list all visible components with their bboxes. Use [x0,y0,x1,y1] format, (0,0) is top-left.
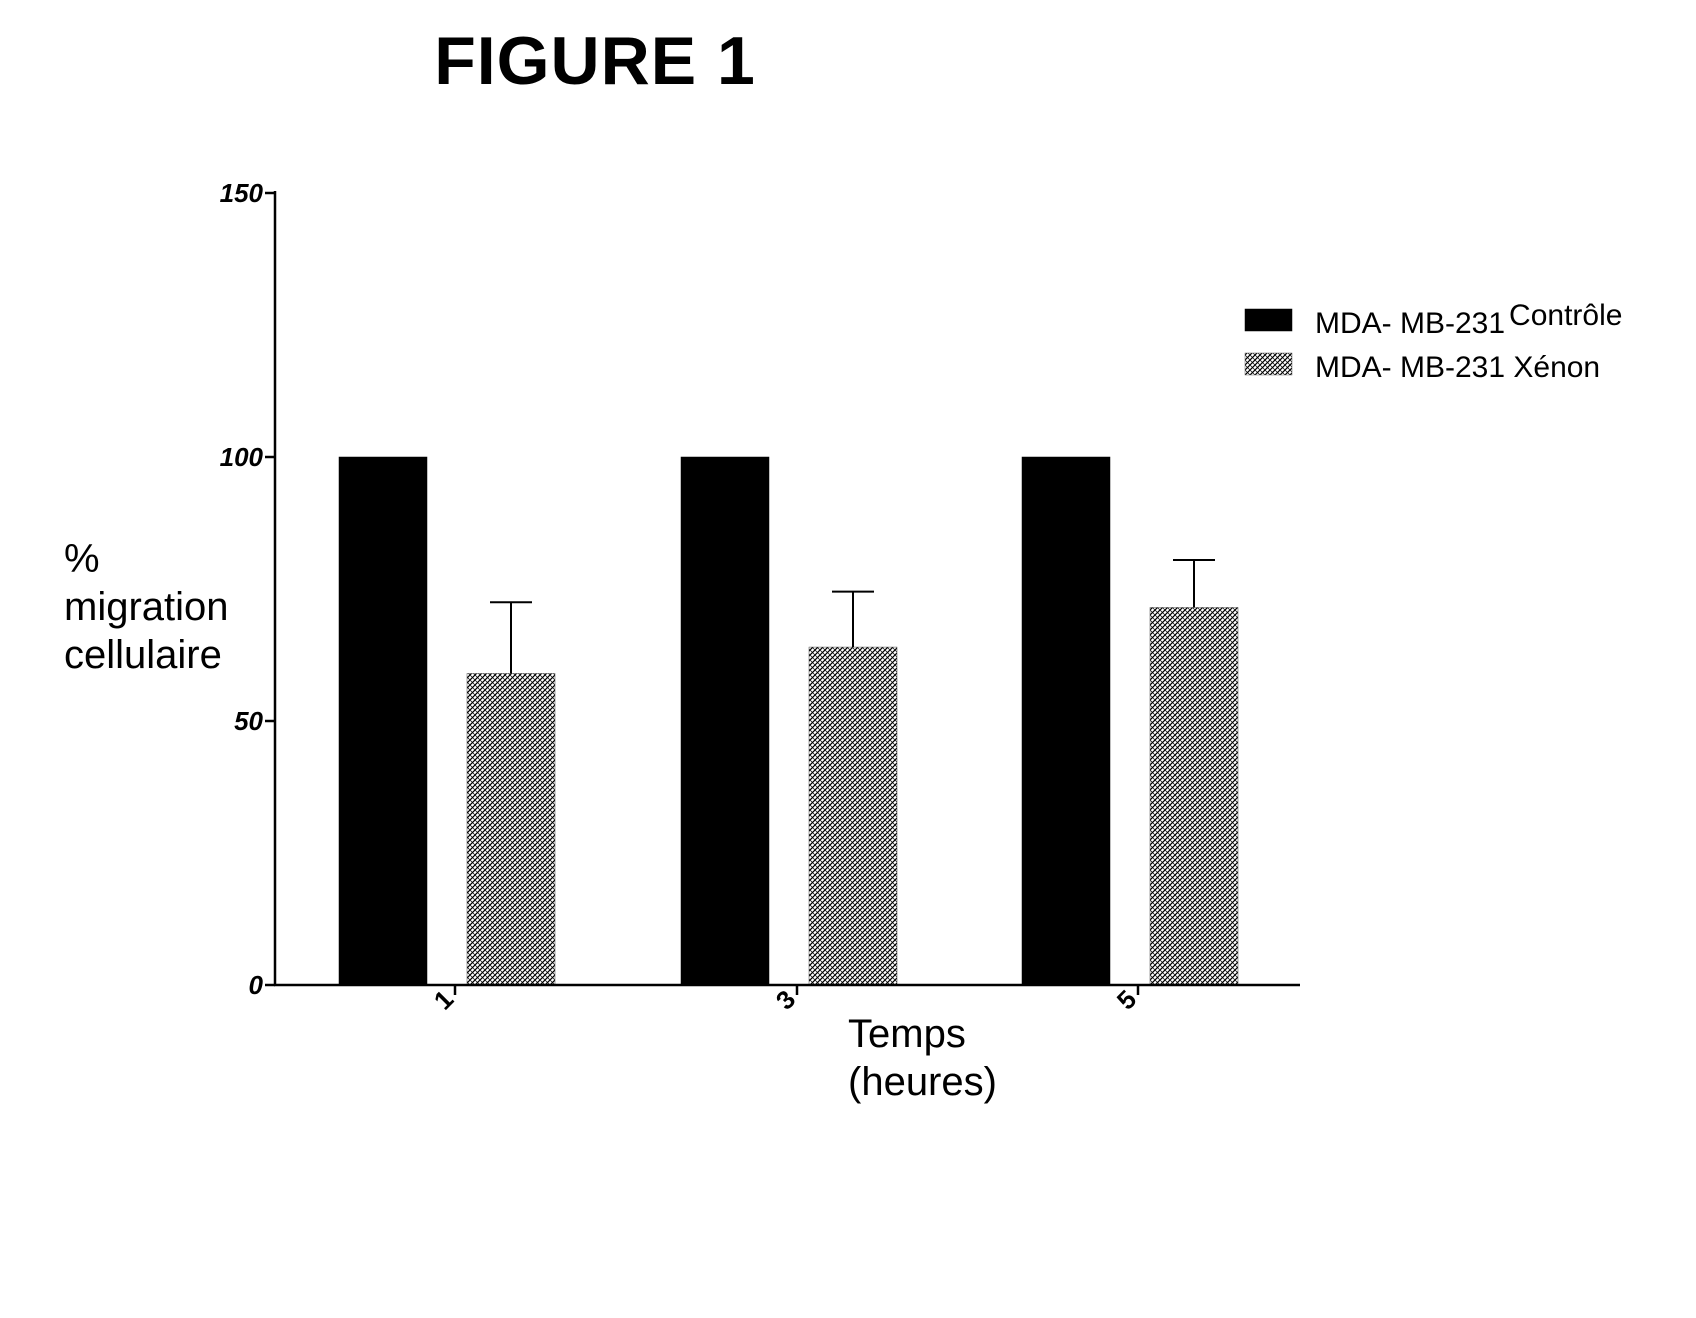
bar-xenon-5 [1150,607,1238,985]
legend-label-control: MDA- MB-231Contrôle [1315,299,1622,340]
bars-layer [339,457,1238,985]
bar-control-5 [1022,457,1110,985]
legend-label-control-suffix: Contrôle [1509,299,1622,332]
y-tick-label-100: 100 [220,442,264,472]
bar-xenon-1 [467,673,555,985]
y-tick-label-150: 150 [220,178,264,208]
bar-xenon-3 [809,647,897,985]
y-tick-label-50: 50 [234,706,263,736]
bar-control-3 [681,457,769,985]
legend: MDA- MB-231Contrôle MDA- MB-231 Xénon [1245,299,1622,384]
legend-label-xenon: MDA- MB-231 Xénon [1315,351,1600,384]
legend-swatch-xenon [1245,353,1292,375]
legend-swatch-control [1245,309,1292,331]
bar-control-1 [339,457,427,985]
y-tick-label-0: 0 [249,970,264,1000]
